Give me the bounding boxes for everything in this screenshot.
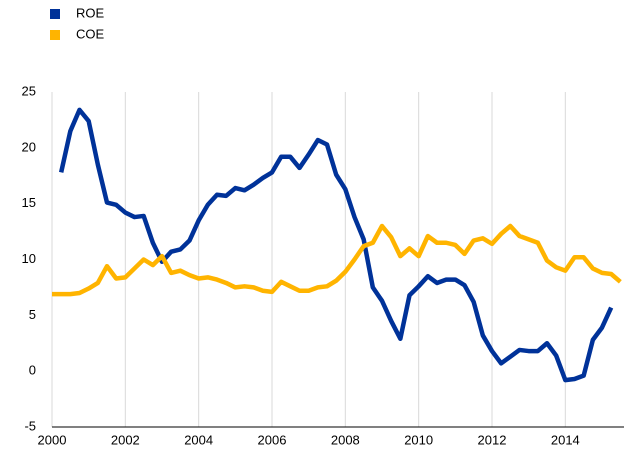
y-tick-label: 15 [22,195,36,210]
y-tick-label: -5 [24,418,36,433]
legend-label: ROE [76,5,105,20]
data-line [58,107,614,383]
x-tick-label: 2008 [331,432,360,447]
x-tick-label: 2010 [404,432,433,447]
y-tick-label: 5 [29,307,36,322]
y-tick-label: 25 [22,83,36,98]
x-tick-label: 2004 [184,432,213,447]
data-line [52,223,622,297]
x-tick-label: 2000 [38,432,67,447]
legend-swatch [50,9,60,19]
y-tick-label: 20 [22,139,36,154]
x-tick-label: 2012 [478,432,507,447]
x-tick-label: 2014 [551,432,580,447]
y-tick-label: 0 [29,363,36,378]
legend-label: COE [76,26,105,41]
legend-swatch [50,30,60,40]
y-tick-label: 10 [22,251,36,266]
x-tick-label: 2002 [111,432,140,447]
x-tick-label: 2006 [258,432,287,447]
